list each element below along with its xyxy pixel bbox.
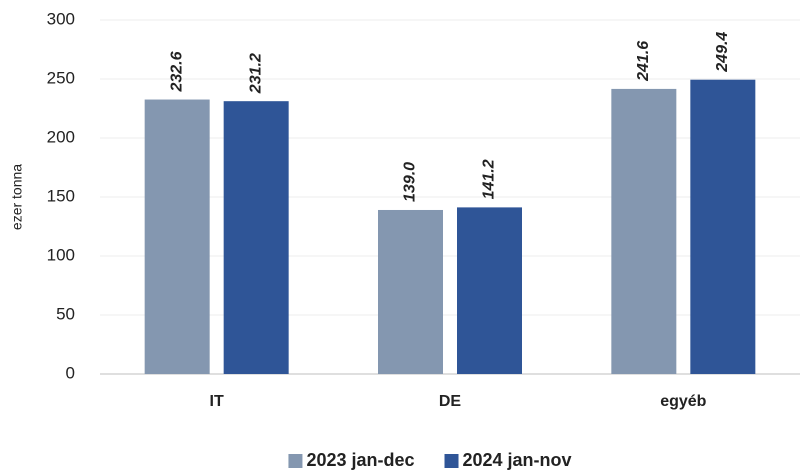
bar	[611, 88, 677, 375]
data-label: 141.2	[481, 159, 498, 199]
bar	[378, 209, 443, 374]
y-tick-label: 100	[47, 245, 75, 264]
data-label: 232.6	[168, 51, 185, 92]
x-tick-label: egyéb	[660, 393, 706, 410]
bar	[223, 101, 289, 375]
y-tick-label: 250	[47, 68, 75, 87]
y-tick-label: 200	[47, 127, 75, 146]
y-tick-label: 300	[47, 9, 75, 28]
legend-label: 2024 jan-nov	[463, 450, 572, 470]
bar	[144, 99, 210, 375]
y-tick-label: 0	[66, 363, 75, 382]
x-tick-label: IT	[210, 393, 224, 410]
data-label: 249.4	[714, 32, 731, 73]
bar	[690, 79, 756, 374]
bar	[457, 207, 522, 374]
y-tick-label: 50	[56, 304, 75, 323]
data-label: 241.6	[635, 41, 652, 82]
y-tick-label: 150	[47, 186, 75, 205]
data-label: 231.2	[247, 53, 264, 94]
legend-swatch	[444, 454, 459, 468]
x-tick-label: DE	[439, 393, 462, 410]
legend-label: 2023 jan-dec	[306, 450, 414, 470]
data-label: 139.0	[402, 162, 419, 202]
y-axis-label: ezer tonna	[9, 164, 25, 230]
legend-swatch	[288, 454, 303, 468]
